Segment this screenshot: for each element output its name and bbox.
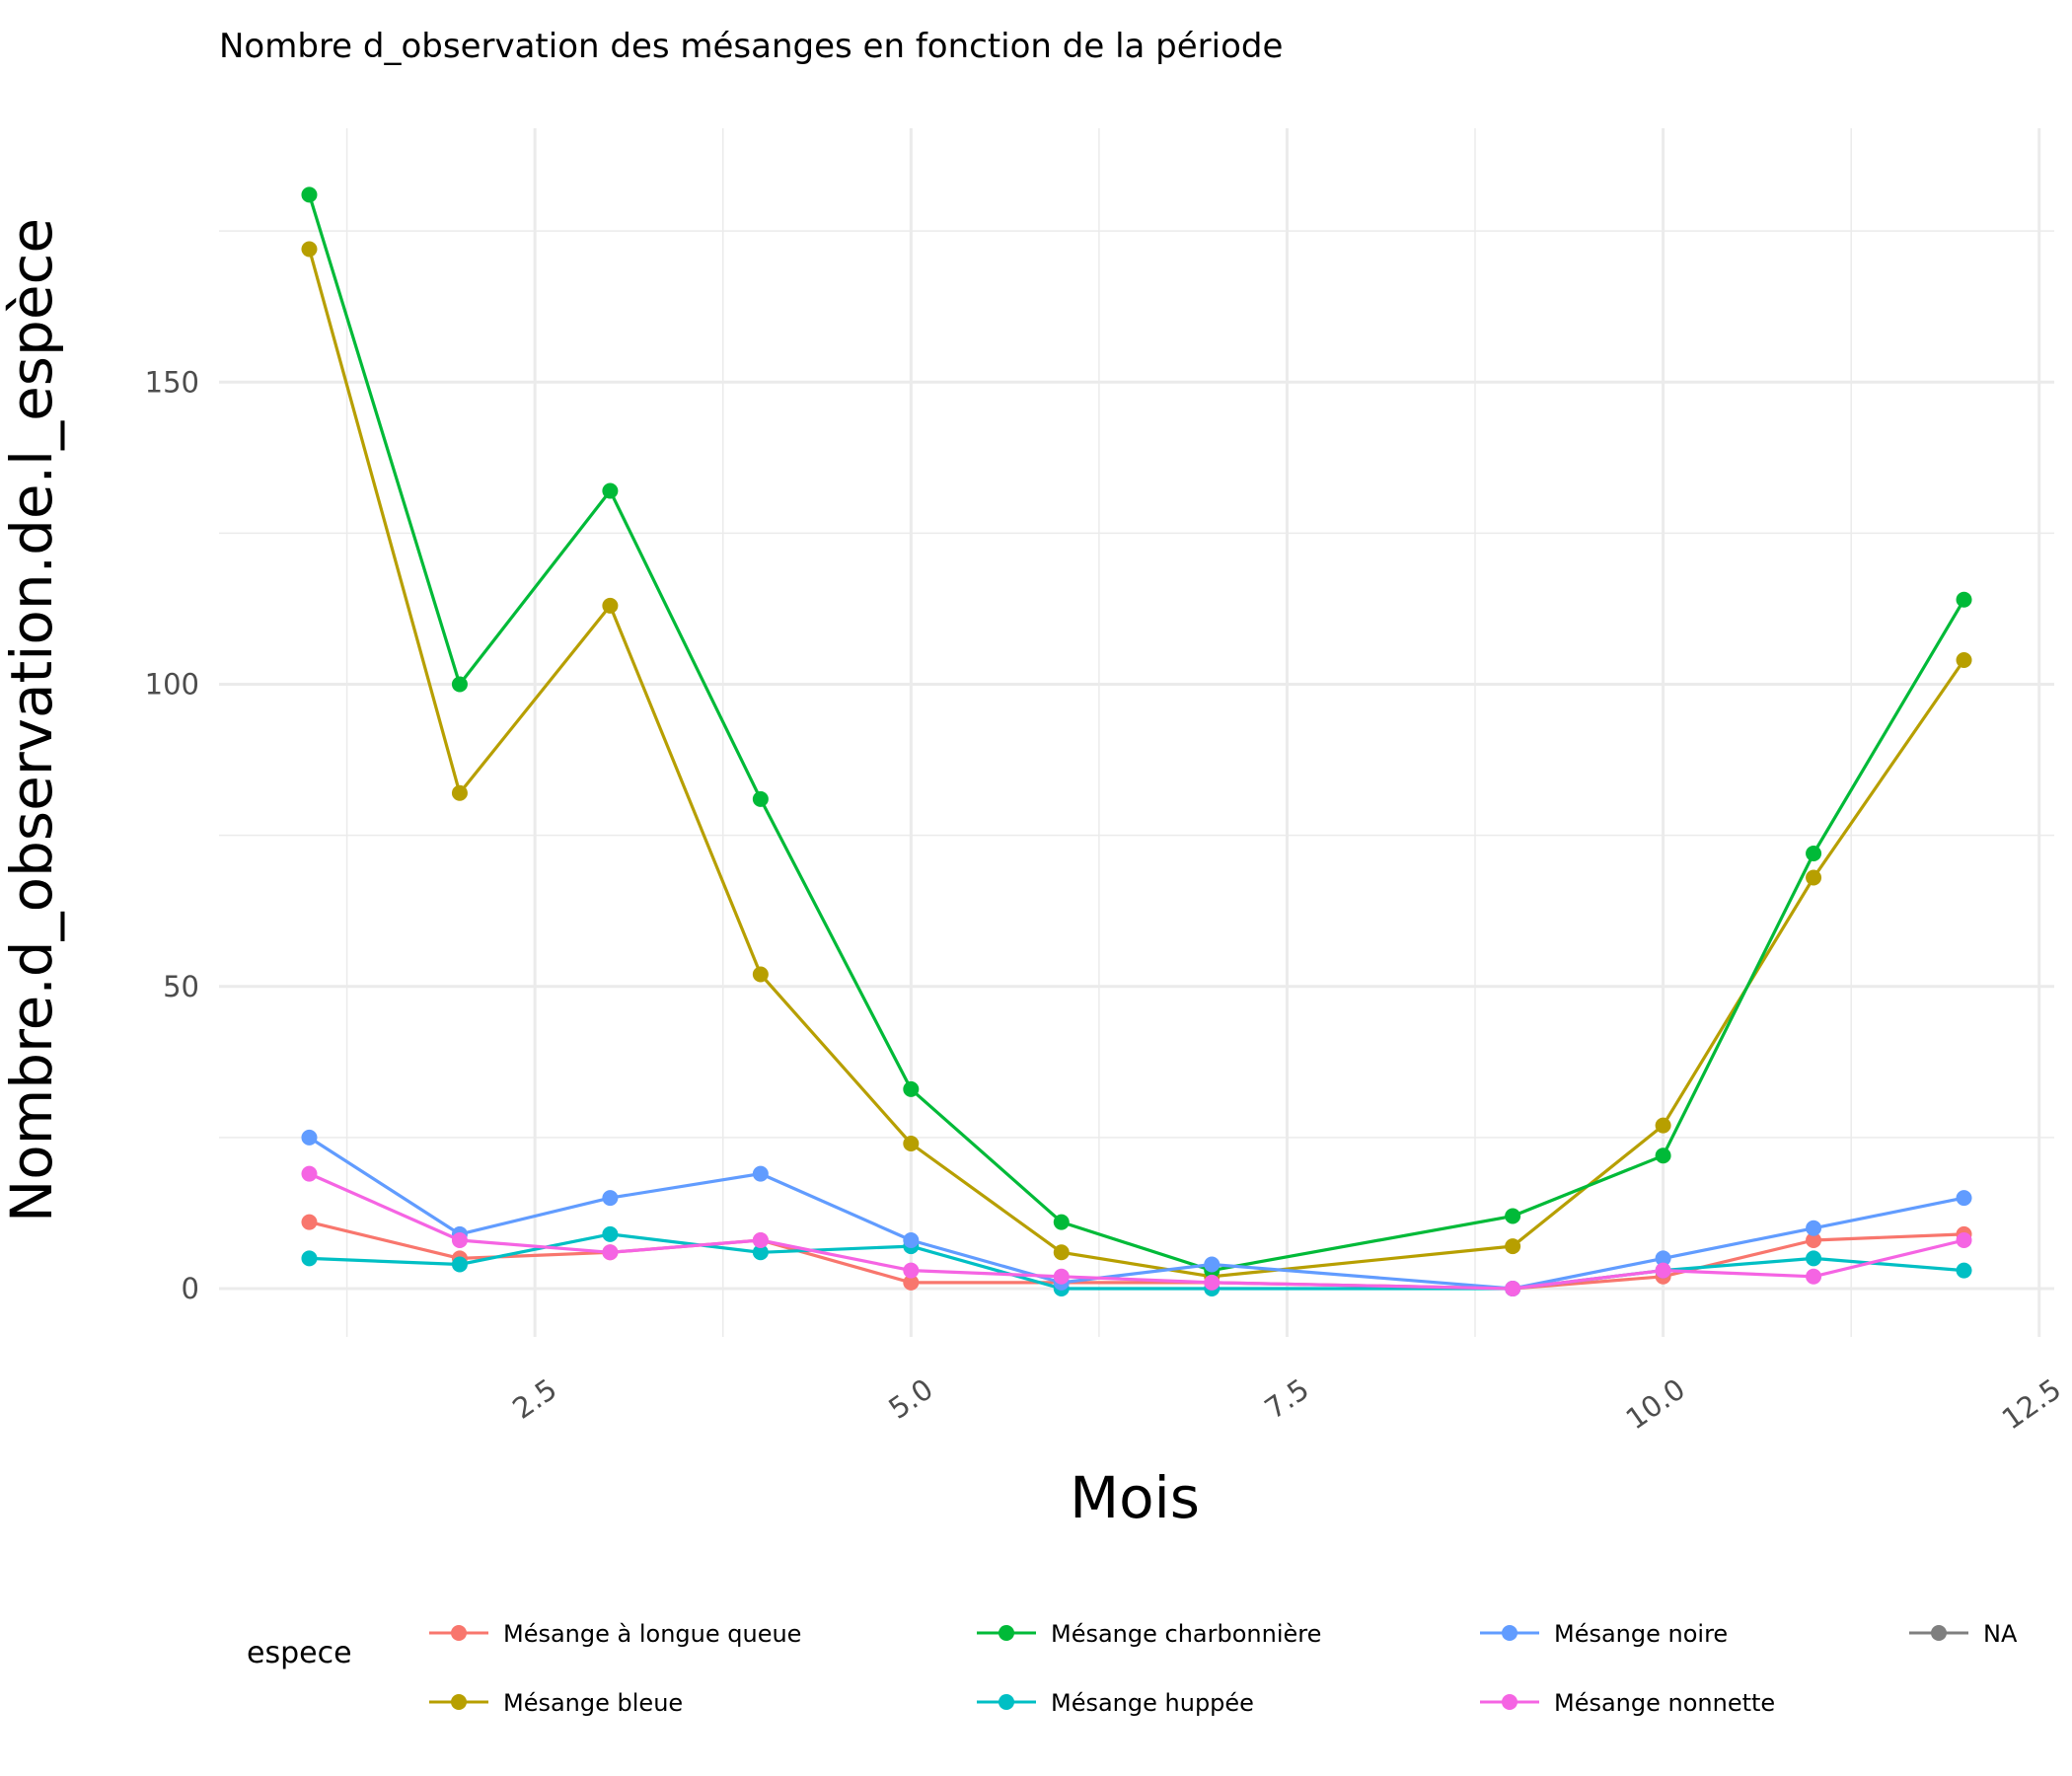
data-point bbox=[752, 1244, 769, 1261]
data-point bbox=[301, 186, 318, 203]
legend-key-point bbox=[1502, 1694, 1517, 1710]
data-point bbox=[903, 1080, 920, 1097]
data-point bbox=[451, 1256, 468, 1273]
data-point bbox=[301, 1129, 318, 1146]
data-point bbox=[602, 482, 619, 499]
x-tick-label: 2.5 bbox=[506, 1372, 562, 1426]
data-point bbox=[1655, 1147, 1671, 1164]
data-point bbox=[1053, 1244, 1070, 1261]
y-axis-title: Nombre.d_observation.de.l_espèce bbox=[0, 218, 65, 1222]
data-point bbox=[1956, 1190, 1972, 1207]
data-point bbox=[752, 790, 769, 807]
legend-entry-label: NA bbox=[1983, 1620, 2018, 1648]
legend-entry-label: Mésange noire bbox=[1554, 1620, 1728, 1648]
data-point bbox=[1806, 846, 1822, 861]
legend-entry-label: Mésange charbonnière bbox=[1051, 1620, 1321, 1648]
data-point bbox=[301, 1165, 318, 1182]
data-point bbox=[1806, 869, 1822, 886]
data-point bbox=[752, 1165, 769, 1182]
data-point bbox=[1956, 1232, 1972, 1248]
x-tick-label: 12.5 bbox=[1996, 1372, 2067, 1437]
data-point bbox=[301, 1214, 318, 1230]
data-point bbox=[1956, 652, 1972, 668]
data-point bbox=[1505, 1281, 1521, 1296]
data-point bbox=[903, 1274, 920, 1291]
legend-key-point bbox=[999, 1625, 1014, 1641]
data-point bbox=[602, 1244, 619, 1261]
legend-key-point bbox=[999, 1694, 1014, 1710]
data-point bbox=[1505, 1238, 1521, 1255]
data-point bbox=[1806, 1268, 1822, 1285]
data-point bbox=[301, 241, 318, 258]
data-point bbox=[1204, 1274, 1221, 1291]
data-point bbox=[451, 1232, 468, 1248]
series-line bbox=[307, 193, 1965, 1273]
data-point bbox=[1806, 1220, 1822, 1236]
legend-entry-label: Mésange nonnette bbox=[1554, 1689, 1775, 1717]
legend-entry-label: Mésange à longue queue bbox=[503, 1620, 801, 1648]
data-point bbox=[1053, 1268, 1070, 1285]
data-point bbox=[903, 1136, 920, 1151]
y-tick-labels: 0 50 100 150 bbox=[145, 365, 199, 1305]
x-tick-label: 5.0 bbox=[882, 1372, 938, 1426]
data-point bbox=[1956, 591, 1972, 608]
x-tick-labels: 2.5 5.0 7.5 10.0 12.5 bbox=[506, 1372, 2067, 1437]
legend-key-point bbox=[451, 1625, 467, 1641]
y-tick-label: 50 bbox=[163, 970, 199, 1003]
y-tick-label: 0 bbox=[182, 1272, 199, 1305]
data-point bbox=[752, 966, 769, 983]
data-point bbox=[903, 1262, 920, 1279]
data-point bbox=[451, 784, 468, 801]
data-point bbox=[451, 676, 468, 693]
data-point bbox=[602, 597, 619, 614]
legend-key-point bbox=[1502, 1625, 1517, 1641]
legend-key-point bbox=[451, 1694, 467, 1710]
data-point bbox=[1655, 1250, 1671, 1267]
legend-title: espece bbox=[247, 1636, 352, 1670]
x-tick-label: 10.0 bbox=[1620, 1372, 1691, 1437]
legend-entry-label: Mésange huppée bbox=[1051, 1689, 1254, 1717]
series-group bbox=[301, 186, 1972, 1296]
legend: espece Mésange à longue queue Mésange ble… bbox=[247, 1620, 2018, 1717]
data-point bbox=[1053, 1214, 1070, 1230]
chart-title: Nombre d_observation des mésanges en fon… bbox=[219, 27, 1283, 66]
data-point bbox=[1655, 1262, 1671, 1279]
data-point bbox=[602, 1225, 619, 1242]
data-point bbox=[903, 1232, 920, 1248]
series-line bbox=[307, 249, 1965, 1279]
legend-key-point bbox=[1931, 1625, 1947, 1641]
x-tick-label: 7.5 bbox=[1259, 1372, 1315, 1426]
data-point bbox=[1655, 1117, 1671, 1134]
data-point bbox=[1505, 1208, 1521, 1224]
legend-entry-label: Mésange bleue bbox=[503, 1689, 683, 1717]
data-point bbox=[1204, 1256, 1221, 1273]
data-point bbox=[1806, 1250, 1822, 1267]
y-tick-label: 100 bbox=[145, 668, 199, 702]
grid bbox=[219, 128, 2054, 1337]
data-point bbox=[301, 1250, 318, 1267]
data-point bbox=[752, 1232, 769, 1248]
y-tick-label: 150 bbox=[145, 365, 199, 399]
data-point bbox=[602, 1190, 619, 1207]
data-point bbox=[1806, 1232, 1822, 1248]
x-axis-title: Mois bbox=[1070, 1464, 1200, 1531]
series-line bbox=[308, 1172, 1964, 1291]
data-point bbox=[1956, 1262, 1972, 1279]
